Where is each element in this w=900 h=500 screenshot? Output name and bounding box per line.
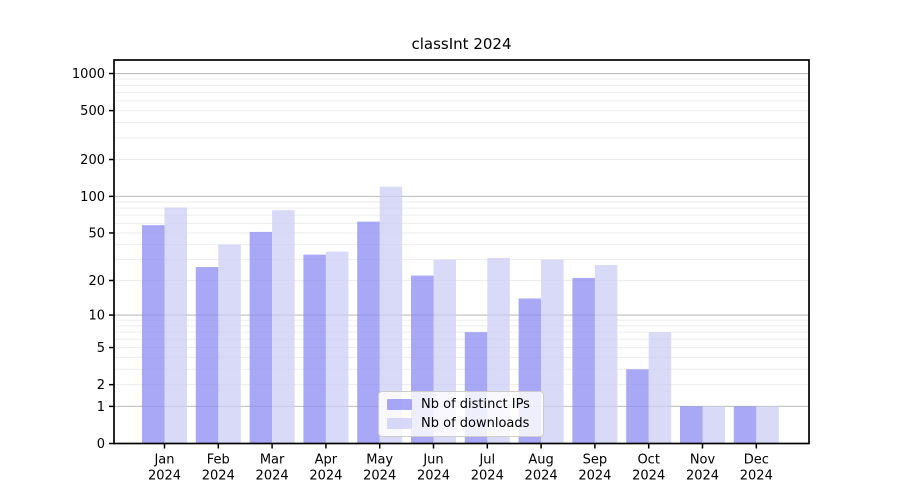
x-tick-label-year-oct: 2024 [632,469,665,484]
legend: Nb of distinct IPs Nb of downloads [378,391,544,437]
x-tick-label-year-nov: 2024 [686,469,719,484]
bar-sep-ips [572,277,595,444]
x-tick-label-month-apr: Apr [315,453,338,468]
bar-mar-ips [249,231,273,444]
x-tick-label-month-jun: Jun [422,453,443,468]
x-tick-label-month-mar: Mar [260,453,285,468]
legend-item-distinct-ips: Nb of distinct IPs [387,397,535,412]
y-tick-label-100: 100 [80,190,105,205]
x-tick-label-year-feb: 2024 [202,469,235,484]
x-tick-label-year-aug: 2024 [525,469,558,484]
plot-border [113,59,810,445]
x-tick-label-year-mar: 2024 [256,469,289,484]
bar-apr-downloads [325,251,349,444]
y-tick-label-5: 5 [97,341,105,356]
bar-feb-downloads [218,244,241,444]
bar-nov-downloads [702,406,725,444]
bar-apr-ips [303,254,326,444]
bar-sep-downloads [594,265,618,444]
bar-jan-ips [142,225,165,444]
legend-swatch-downloads [387,418,412,429]
bar-feb-ips [195,267,219,444]
x-tick-label-year-jun: 2024 [417,469,450,484]
y-tick-label-1: 1 [97,400,105,415]
x-tick-label-month-dec: Dec [744,453,769,468]
bar-may-ips [357,221,380,444]
x-tick-label-year-jan: 2024 [148,469,181,484]
y-tick-label-0: 0 [97,437,105,452]
legend-label-downloads: Nb of downloads [421,416,530,431]
bar-oct-downloads [648,332,672,444]
bar-dec-downloads [756,406,779,444]
bar-dec-ips [733,406,757,444]
x-tick-label-year-may: 2024 [363,469,396,484]
y-tick-label-1000: 1000 [72,67,105,82]
y-tick-label-2: 2 [97,378,105,393]
y-tick-label-20: 20 [88,274,105,289]
x-tick-label-month-nov: Nov [690,453,716,468]
x-tick-label-year-apr: 2024 [309,469,342,484]
bar-aug-downloads [541,259,564,444]
bar-jan-downloads [164,207,187,444]
y-tick-label-200: 200 [80,153,105,168]
bar-may-downloads [379,186,403,444]
legend-swatch-distinct-ips [387,399,412,410]
x-tick-label-year-sep: 2024 [578,469,611,484]
x-tick-label-year-dec: 2024 [740,469,773,484]
bar-nov-ips [680,406,703,444]
legend-label-distinct-ips: Nb of distinct IPs [421,397,530,412]
x-tick-label-month-jan: Jan [153,453,174,468]
x-tick-label-year-jul: 2024 [471,469,504,484]
legend-item-downloads: Nb of downloads [387,416,535,431]
bar-mar-downloads [272,210,295,444]
x-tick-label-month-jul: Jul [478,453,495,468]
bar-oct-ips [626,369,649,444]
chart-title: classInt 2024 [411,35,512,53]
y-tick-label-50: 50 [88,226,105,241]
x-tick-label-month-sep: Sep [583,453,608,468]
y-tick-label-500: 500 [80,104,105,119]
y-tick-label-10: 10 [88,309,105,324]
x-tick-label-month-oct: Oct [637,453,659,468]
x-tick-label-month-aug: Aug [528,453,553,468]
x-tick-label-month-may: May [366,453,393,468]
x-tick-label-month-feb: Feb [207,453,230,468]
